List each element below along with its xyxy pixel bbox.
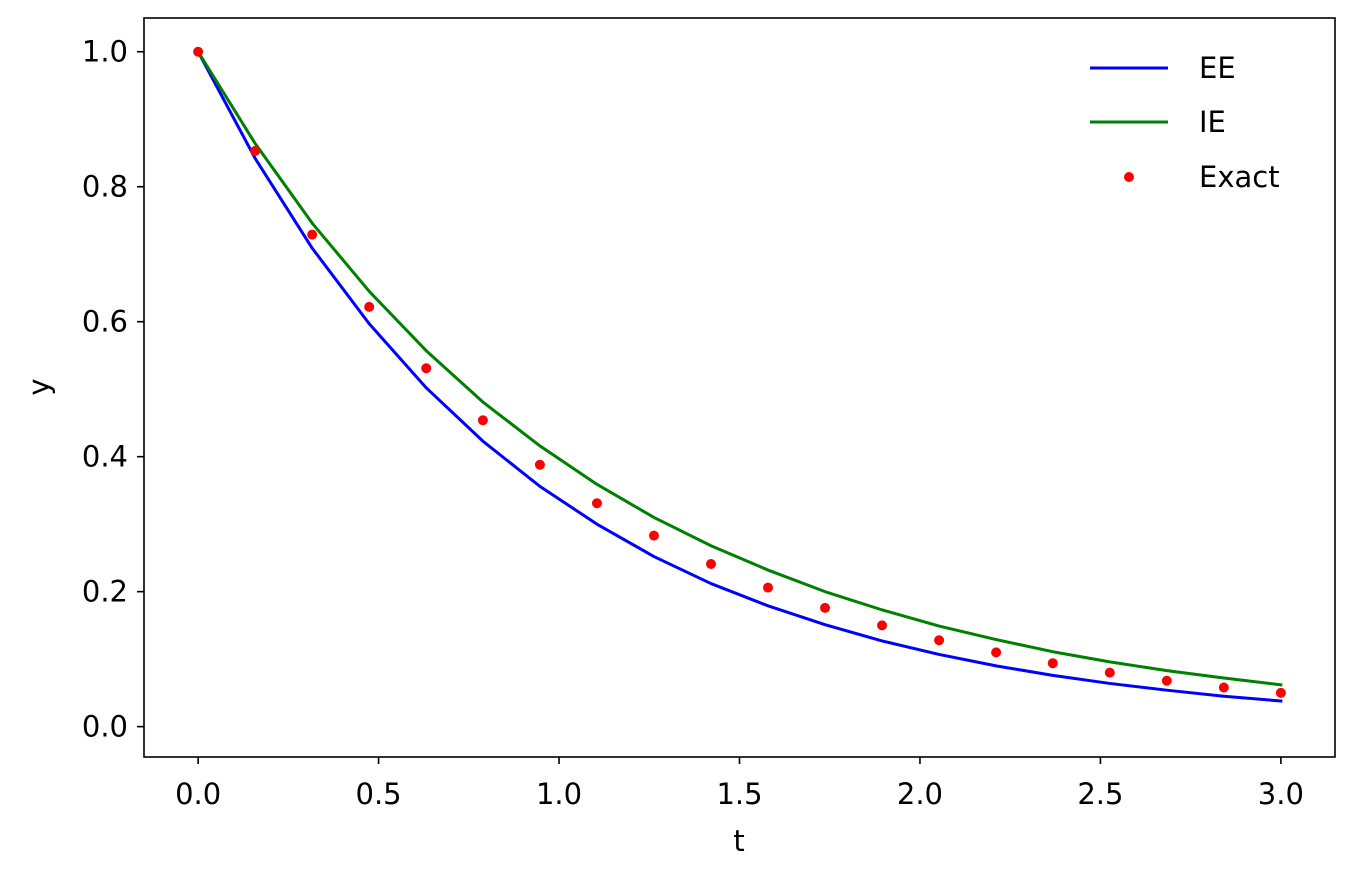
y-tick-label: 0.8	[82, 170, 128, 204]
legend-item-exact: Exact	[1124, 160, 1280, 194]
data-point-exact	[421, 363, 432, 374]
data-point-exact	[1218, 682, 1229, 693]
y-tick-label: 1.0	[82, 35, 128, 69]
legend-item-ie: IE	[1090, 105, 1226, 139]
series-line-ie	[196, 49, 1283, 687]
data-point-exact	[705, 558, 716, 569]
x-tick-label: 0.0	[175, 777, 221, 811]
legend-label: IE	[1199, 105, 1226, 139]
data-point-exact	[1104, 667, 1115, 678]
legend-label: EE	[1199, 51, 1236, 85]
data-point-exact	[820, 602, 831, 613]
x-tick-label: 1.5	[716, 777, 762, 811]
x-tick-label: 2.5	[1077, 777, 1123, 811]
series-ie	[196, 49, 1283, 687]
plot-area	[193, 46, 1286, 703]
data-point-exact	[877, 620, 888, 631]
x-tick-label: 3.0	[1258, 777, 1304, 811]
x-axis-label: t	[733, 824, 744, 858]
data-point-exact	[1161, 675, 1172, 686]
data-point-exact	[648, 530, 659, 541]
series-line-ee	[196, 49, 1283, 703]
data-point-exact	[534, 459, 545, 470]
legend-swatch	[1124, 172, 1134, 182]
x-tick-label: 2.0	[897, 777, 943, 811]
data-point-exact	[934, 635, 945, 646]
series-ee	[196, 49, 1283, 703]
data-point-exact	[193, 46, 204, 57]
data-point-exact	[763, 582, 774, 593]
data-point-exact	[250, 145, 261, 156]
x-axis: 0.0 0.5 1.0 1.5 2.0 2.5 3.0	[175, 757, 1304, 811]
y-tick-label: 0.4	[82, 440, 128, 474]
y-tick-label: 0.2	[82, 575, 128, 609]
y-axis-label: y	[22, 378, 56, 395]
x-tick-label: 1.0	[536, 777, 582, 811]
y-tick-label: 0.6	[82, 305, 128, 339]
legend-item-ee: EE	[1090, 51, 1236, 85]
data-point-exact	[1275, 687, 1286, 698]
y-axis: 0.0 0.2 0.4 0.6 0.8 1.0	[82, 35, 144, 744]
data-point-exact	[477, 415, 488, 426]
legend: EE IE Exact	[1090, 51, 1280, 194]
data-point-exact	[1047, 658, 1058, 669]
data-point-exact	[991, 647, 1002, 658]
series-exact	[193, 46, 1286, 698]
legend-label: Exact	[1199, 160, 1280, 194]
x-tick-label: 0.5	[356, 777, 402, 811]
data-point-exact	[364, 301, 375, 312]
data-point-exact	[307, 229, 318, 240]
data-point-exact	[591, 498, 602, 509]
y-tick-label: 0.0	[82, 710, 128, 744]
